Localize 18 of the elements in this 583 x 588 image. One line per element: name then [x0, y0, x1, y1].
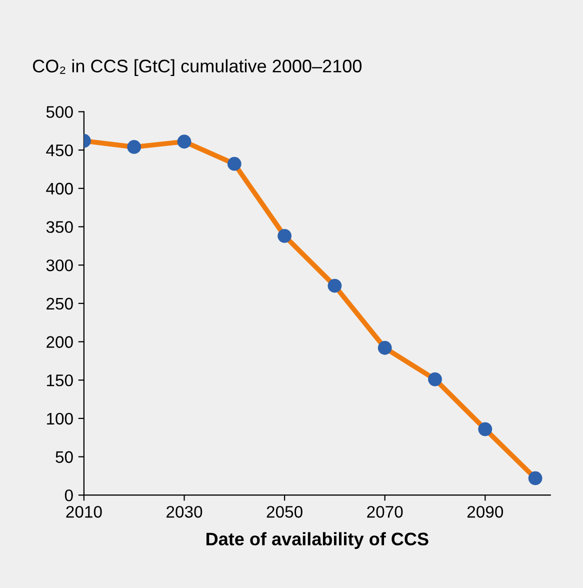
y-tick-label: 500 — [46, 106, 73, 118]
y-tick-label: 400 — [46, 182, 73, 195]
y-tick-label: 50 — [56, 451, 73, 463]
x-tick-label: 2090 — [467, 506, 504, 518]
y-tick-label: 350 — [46, 221, 73, 233]
y-tick-label: 300 — [46, 259, 73, 272]
y-tick-label: 450 — [46, 144, 73, 156]
y-tick-label: 100 — [47, 412, 73, 425]
x-axis-title: Date of availability of CCS — [206, 532, 428, 549]
y-tick-label: 0 — [64, 489, 73, 502]
x-tick-label: 2050 — [266, 506, 302, 518]
x-tick-label: 2070 — [367, 506, 403, 518]
y-tick-label: 200 — [46, 336, 73, 348]
y-tick-label: 250 — [46, 298, 73, 310]
chart-title: CO₂ in CCS [GtC] cumulative 2000–2100 — [32, 59, 362, 76]
x-tick-label: 2010 — [66, 506, 102, 518]
x-tick-label: 2030 — [166, 506, 202, 518]
y-tick-label: 150 — [47, 374, 73, 386]
